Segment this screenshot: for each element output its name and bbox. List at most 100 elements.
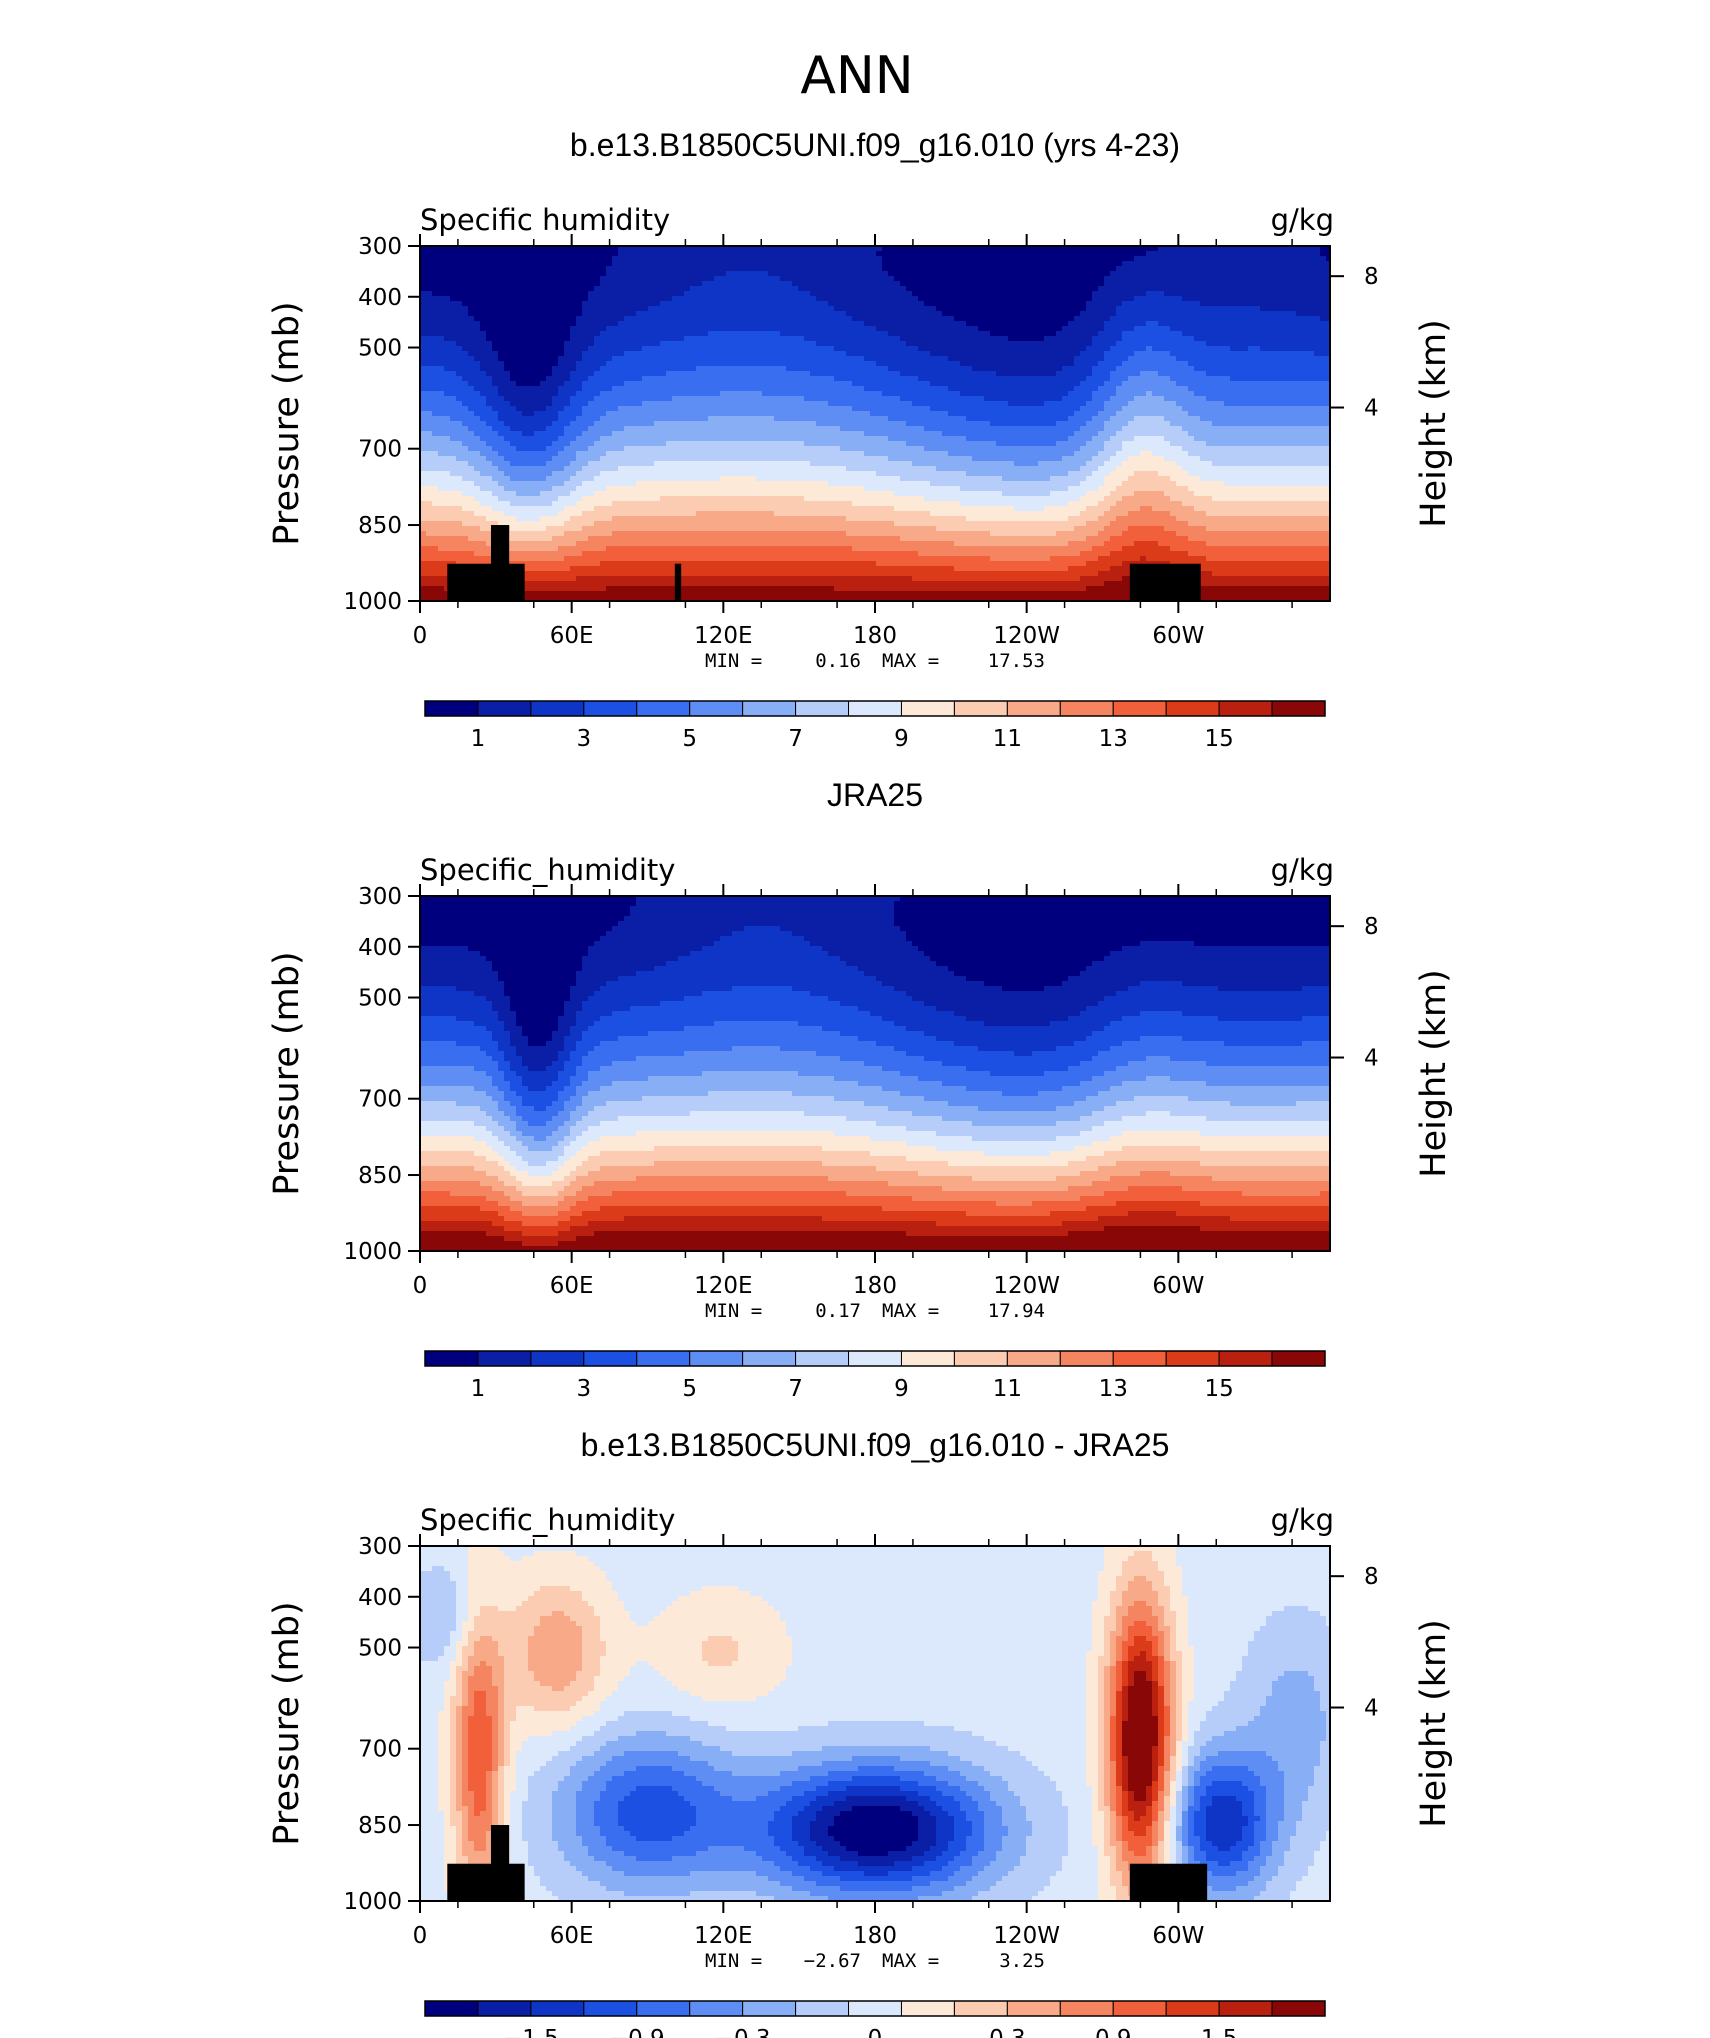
contour-cell bbox=[924, 1001, 1099, 1007]
contour-cell bbox=[450, 1721, 457, 1727]
contour-cell bbox=[894, 906, 1331, 912]
contour-cell bbox=[1152, 1606, 1165, 1612]
contour-cell bbox=[1284, 1606, 1309, 1612]
contour-cell bbox=[1188, 411, 1331, 417]
contour-cell bbox=[1104, 1561, 1123, 1567]
contour-cell bbox=[462, 1826, 469, 1832]
contour-cell bbox=[966, 1811, 985, 1817]
contour-cell bbox=[486, 1796, 493, 1802]
contour-cell bbox=[444, 1681, 457, 1687]
contour-cell bbox=[456, 1746, 463, 1752]
colorbar-swatch bbox=[742, 2000, 797, 2017]
y-tick-label: 500 bbox=[358, 336, 402, 362]
contour-cell bbox=[576, 1086, 601, 1092]
contour-cell bbox=[1164, 491, 1195, 497]
contour-cell bbox=[420, 1006, 493, 1012]
contour-cell bbox=[1026, 1846, 1069, 1852]
contour-cell bbox=[966, 516, 1069, 522]
contour-cell bbox=[1170, 421, 1213, 427]
contour-cell bbox=[600, 1621, 637, 1627]
contour-cell bbox=[516, 491, 541, 497]
contour-cell bbox=[702, 1696, 757, 1702]
contour-cell bbox=[1086, 476, 1105, 482]
contour-cell bbox=[966, 1846, 985, 1852]
contour-cell bbox=[1158, 1766, 1165, 1772]
contour-cell bbox=[1110, 346, 1147, 352]
contour-cell bbox=[510, 1756, 517, 1762]
contour-cell bbox=[1098, 501, 1117, 507]
contour-cell bbox=[792, 1091, 901, 1097]
contour-cell bbox=[498, 976, 577, 982]
contour-cell bbox=[510, 1206, 571, 1212]
contour-cell bbox=[1128, 1696, 1153, 1702]
contour-cell bbox=[474, 1151, 499, 1157]
contour-cell bbox=[420, 591, 1331, 597]
contour-cell bbox=[1164, 1791, 1171, 1797]
contour-cell bbox=[588, 426, 625, 432]
contour-cell bbox=[582, 301, 661, 307]
contour-cell bbox=[600, 1636, 709, 1642]
contour-cell bbox=[1110, 521, 1189, 527]
contour-cell bbox=[1326, 1836, 1331, 1842]
contour-cell bbox=[510, 1061, 523, 1067]
contour-cell bbox=[1104, 1721, 1111, 1727]
contour-cell bbox=[1182, 1821, 1189, 1827]
contour-cell bbox=[564, 1151, 577, 1157]
contour-cell bbox=[912, 1111, 1093, 1117]
contour-cell bbox=[1176, 1721, 1183, 1727]
contour-cell bbox=[1122, 1826, 1129, 1832]
contour-cell bbox=[1170, 1751, 1177, 1757]
contour-cell bbox=[450, 1641, 457, 1647]
contour-cell bbox=[900, 281, 1105, 287]
contour-cell bbox=[498, 1796, 505, 1802]
contour-cell bbox=[420, 1881, 445, 1887]
contour-cell bbox=[498, 1046, 517, 1052]
contour-cell bbox=[720, 391, 763, 397]
contour-cell bbox=[456, 1611, 469, 1617]
contour-cell bbox=[1170, 476, 1201, 482]
contour-cell bbox=[420, 1681, 445, 1687]
contour-cell bbox=[1170, 561, 1331, 567]
contour-cell bbox=[1092, 1641, 1105, 1647]
contour-cell bbox=[420, 1676, 451, 1682]
contour-cell bbox=[1212, 1176, 1331, 1182]
contour-cell bbox=[1164, 1581, 1183, 1587]
contour-cell bbox=[432, 1566, 445, 1572]
contour-cell bbox=[1098, 466, 1117, 472]
contour-cell bbox=[1086, 491, 1111, 497]
contour-cell bbox=[918, 1171, 1081, 1177]
contour-cell bbox=[1146, 1796, 1153, 1802]
contour-cell bbox=[1116, 1691, 1123, 1697]
contour-cell bbox=[492, 1096, 505, 1102]
contour-cell bbox=[930, 1871, 955, 1877]
contour-cell bbox=[948, 1811, 967, 1817]
contour-cell bbox=[924, 1096, 1087, 1102]
contour-cell bbox=[792, 281, 901, 287]
contour-cell bbox=[480, 501, 511, 507]
contour-cell bbox=[996, 371, 1057, 377]
contour-cell bbox=[1056, 421, 1087, 427]
x-tick-label: 120E bbox=[694, 623, 752, 649]
contour-cell bbox=[1182, 1826, 1189, 1832]
contour-cell bbox=[1104, 526, 1129, 532]
contour-cell bbox=[432, 411, 475, 417]
contour-cell bbox=[1098, 556, 1141, 562]
contour-cell bbox=[510, 1841, 529, 1847]
contour-cell bbox=[930, 1811, 949, 1817]
contour-cell bbox=[420, 521, 463, 527]
contour-cell bbox=[474, 1671, 493, 1677]
contour-cell bbox=[564, 1046, 577, 1052]
contour-cell bbox=[504, 1671, 535, 1677]
contour-cell bbox=[912, 576, 1081, 582]
contour-cell bbox=[474, 1791, 487, 1797]
contour-cell bbox=[1068, 516, 1099, 522]
contour-cell bbox=[498, 496, 559, 502]
contour-cell bbox=[456, 1841, 463, 1847]
contour-cell bbox=[1032, 1831, 1069, 1837]
contour-cell bbox=[420, 336, 445, 342]
contour-cell bbox=[1122, 1681, 1129, 1687]
contour-cell bbox=[798, 1766, 859, 1772]
y-tick-label: 300 bbox=[358, 234, 402, 260]
contour-cell bbox=[1098, 1596, 1111, 1602]
